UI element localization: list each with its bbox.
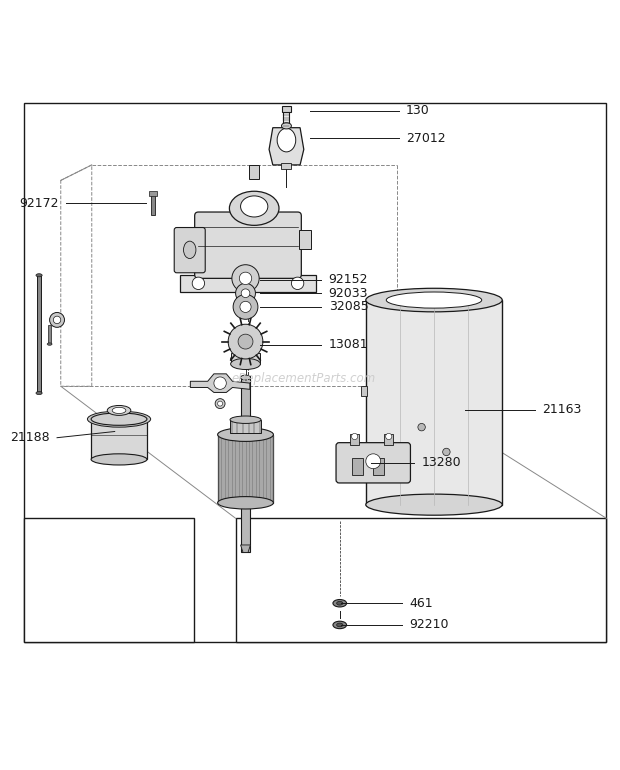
Bar [48,326,51,344]
FancyBboxPatch shape [174,227,205,273]
Text: 92152: 92152 [329,273,368,286]
Text: 13081: 13081 [329,338,368,351]
Ellipse shape [91,454,147,465]
Circle shape [233,294,258,320]
Bar [24,518,194,642]
Bar [24,103,606,642]
Ellipse shape [366,288,502,312]
Ellipse shape [333,600,347,607]
Text: 13280: 13280 [422,456,461,469]
Ellipse shape [241,375,250,380]
Circle shape [232,265,259,292]
Ellipse shape [229,191,279,226]
Text: 21188: 21188 [10,431,50,444]
Circle shape [50,313,64,327]
Bar [282,106,291,112]
Polygon shape [241,545,250,552]
Bar [299,230,311,249]
Ellipse shape [184,241,196,259]
FancyBboxPatch shape [336,443,410,483]
Ellipse shape [231,358,260,370]
Bar [373,457,384,475]
Bar [231,353,260,364]
Circle shape [53,316,61,323]
Circle shape [214,377,226,390]
Ellipse shape [112,407,126,413]
Bar [218,434,273,503]
Polygon shape [269,128,304,165]
Bar [241,376,250,552]
Circle shape [352,434,358,440]
Ellipse shape [47,343,52,345]
Bar [180,275,316,292]
Bar [281,163,291,169]
Ellipse shape [386,292,482,308]
Circle shape [366,454,381,469]
Ellipse shape [218,497,273,509]
Circle shape [218,401,223,406]
Text: 27012: 27012 [406,132,446,145]
Ellipse shape [36,273,42,276]
Bar [37,275,41,393]
Circle shape [386,434,392,440]
Circle shape [238,334,253,349]
Circle shape [418,424,425,431]
Ellipse shape [366,494,502,515]
Ellipse shape [107,406,131,415]
Ellipse shape [337,623,343,627]
Bar [91,419,147,460]
Text: eReplacementParts.com: eReplacementParts.com [232,373,376,385]
Bar [350,434,359,445]
Bar [236,518,606,642]
Ellipse shape [36,391,42,394]
Circle shape [241,289,250,297]
Ellipse shape [281,122,291,129]
Text: 92172: 92172 [19,197,59,210]
Text: 92210: 92210 [409,618,449,631]
Bar [283,112,290,126]
Bar [230,420,261,434]
Text: 92033: 92033 [329,286,368,300]
Text: 461: 461 [409,597,433,610]
Circle shape [236,283,255,303]
Bar [149,191,157,196]
Ellipse shape [230,416,261,424]
FancyBboxPatch shape [195,212,301,279]
Circle shape [291,277,304,290]
Ellipse shape [337,601,343,605]
Text: 130: 130 [406,105,430,118]
Text: 32085: 32085 [329,300,368,313]
Ellipse shape [91,413,147,425]
Circle shape [192,277,205,290]
Circle shape [443,448,450,456]
Bar [366,300,502,504]
Ellipse shape [231,353,260,364]
Text: 21163: 21163 [542,403,582,417]
Circle shape [215,399,225,409]
Ellipse shape [87,411,151,427]
Ellipse shape [333,621,347,628]
Polygon shape [190,374,250,393]
Circle shape [240,301,251,313]
Bar [361,387,367,396]
Bar [249,165,259,179]
Bar [352,457,363,475]
Ellipse shape [218,428,273,441]
Ellipse shape [277,129,296,152]
Circle shape [228,324,263,359]
Ellipse shape [241,196,268,217]
Bar [151,192,155,215]
Circle shape [239,272,252,285]
Bar [384,434,393,445]
